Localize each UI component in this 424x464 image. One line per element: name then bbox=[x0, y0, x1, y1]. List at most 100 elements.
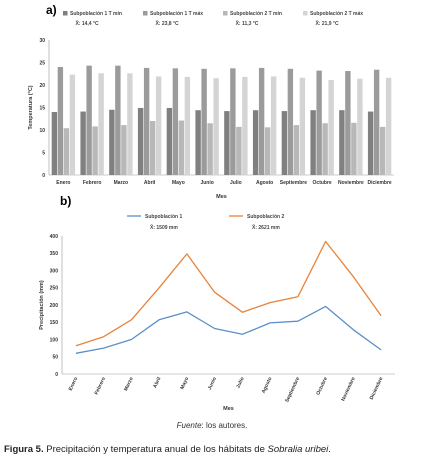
x-tick-label: Enero bbox=[68, 376, 79, 391]
bar bbox=[252, 110, 259, 175]
x-tick-label: Septiembre bbox=[280, 180, 307, 186]
bar bbox=[345, 71, 351, 175]
legend-mean: X̄: 14,4 °C bbox=[75, 20, 99, 27]
figure-caption: Figura 5. Precipitación y temperatura an… bbox=[4, 444, 422, 455]
legend-label: Subpoblación 1 bbox=[145, 214, 182, 220]
bar bbox=[242, 76, 248, 175]
legend-mean: X̄: 1509 mm bbox=[150, 224, 178, 231]
bar bbox=[166, 107, 173, 175]
bar bbox=[328, 80, 334, 175]
bar bbox=[155, 76, 162, 175]
bar bbox=[86, 65, 92, 175]
legend-swatch bbox=[143, 11, 148, 16]
x-tick-label: Noviembre bbox=[338, 180, 364, 186]
bar bbox=[149, 121, 156, 175]
x-tick-label: Julio bbox=[235, 376, 245, 389]
y-tick-label: 5 bbox=[42, 150, 45, 156]
bar bbox=[258, 67, 265, 175]
y-tick-label: 400 bbox=[50, 234, 59, 240]
legend-b: Subpoblación 1 X̄: 1509 mm Subpoblación 2 X… bbox=[127, 214, 284, 231]
legend-mean: X̄: 2621 mm bbox=[252, 224, 280, 231]
legend-mean: X̄: 11,3 °C bbox=[236, 20, 259, 27]
caption-species: Sobralia uribei bbox=[267, 444, 329, 455]
series-line bbox=[75, 305, 382, 354]
bar bbox=[316, 70, 322, 175]
x-tick-label: Noviembre bbox=[340, 376, 356, 402]
legend-swatch bbox=[303, 11, 308, 16]
bar bbox=[322, 123, 328, 175]
bar bbox=[92, 126, 98, 175]
bar bbox=[385, 77, 392, 175]
source-text: : los autores. bbox=[201, 421, 248, 430]
caption-text: Precipitación y temperatura anual de los… bbox=[43, 444, 268, 455]
bar bbox=[264, 127, 271, 175]
y-tick-label: 150 bbox=[50, 320, 59, 326]
bar bbox=[213, 78, 219, 175]
x-tick-label: Mayo bbox=[179, 376, 190, 390]
precipitation-line-chart: Precipitación (mm) Mes 0 50 100 150 200 250 30… bbox=[39, 234, 395, 412]
x-axis-title: Mes bbox=[223, 406, 234, 412]
x-tick-label: Diciembre bbox=[369, 376, 385, 401]
bar bbox=[127, 73, 133, 175]
bar bbox=[63, 128, 70, 175]
x-tick-label: Abril bbox=[152, 376, 163, 389]
x-tick-label: Agosto bbox=[256, 180, 273, 186]
y-tick-label: 100 bbox=[50, 337, 59, 343]
caption-label: Figura 5. bbox=[4, 444, 44, 455]
bar bbox=[230, 68, 236, 175]
x-tick-label: Septiembre bbox=[284, 376, 301, 403]
bar bbox=[98, 73, 104, 175]
bar bbox=[224, 111, 230, 175]
caption-end: . bbox=[328, 444, 331, 455]
bar bbox=[310, 110, 316, 175]
bar bbox=[143, 67, 150, 175]
bar bbox=[373, 69, 380, 175]
bar bbox=[137, 107, 144, 175]
figure: a) Subpoblación 1 T mín X̄: 14,4 °C Subpob… bbox=[28, 3, 395, 412]
bar bbox=[339, 110, 345, 175]
y-tick-label: 0 bbox=[42, 173, 45, 179]
legend-label: Subpoblación 1 T máx bbox=[150, 11, 203, 17]
bar bbox=[195, 110, 201, 175]
x-tick-label: Julio bbox=[230, 180, 242, 186]
bar bbox=[299, 77, 306, 175]
legend-label: Subpoblación 2 T máx bbox=[310, 11, 363, 17]
x-tick-label: Febrero bbox=[83, 180, 102, 186]
y-tick-label: 15 bbox=[39, 105, 45, 111]
x-tick-label: Octubre bbox=[315, 376, 329, 396]
x-tick-label: Agosto bbox=[261, 376, 274, 394]
y-tick-label: 200 bbox=[50, 303, 59, 309]
bar bbox=[109, 109, 115, 175]
bar bbox=[379, 126, 386, 175]
legend-label: Subpoblación 1 T mín bbox=[70, 11, 122, 17]
bar bbox=[184, 76, 191, 175]
bar bbox=[115, 65, 121, 175]
bar bbox=[270, 76, 277, 175]
bar bbox=[281, 111, 288, 175]
bar bbox=[351, 122, 357, 175]
bar bbox=[80, 111, 86, 175]
x-tick-label: Enero bbox=[56, 180, 70, 186]
source-label: Fuente bbox=[176, 421, 202, 430]
y-tick-label: 50 bbox=[52, 355, 58, 361]
x-tick-label: Junio bbox=[200, 180, 213, 186]
bar bbox=[69, 74, 76, 175]
y-tick-label: 350 bbox=[50, 251, 59, 257]
y-tick-label: 25 bbox=[39, 60, 45, 66]
bar bbox=[207, 123, 213, 175]
bar bbox=[367, 111, 374, 175]
bar bbox=[201, 68, 207, 175]
figure-source: Fuente: los autores. bbox=[0, 421, 424, 430]
x-tick-label: Mayo bbox=[172, 180, 185, 186]
bar bbox=[293, 125, 300, 175]
bar bbox=[172, 68, 179, 175]
x-tick-label: Marzo bbox=[123, 376, 135, 392]
x-tick-label: Octubre bbox=[313, 180, 332, 186]
x-tick-label: Marzo bbox=[114, 180, 128, 186]
x-tick-label: Abril bbox=[144, 180, 156, 186]
y-tick-label: 30 bbox=[39, 38, 45, 44]
panel-a-letter: a) bbox=[46, 3, 57, 17]
panel-b-letter: b) bbox=[60, 194, 71, 208]
x-axis-title: Mes bbox=[216, 194, 227, 200]
y-tick-label: 300 bbox=[50, 268, 59, 274]
